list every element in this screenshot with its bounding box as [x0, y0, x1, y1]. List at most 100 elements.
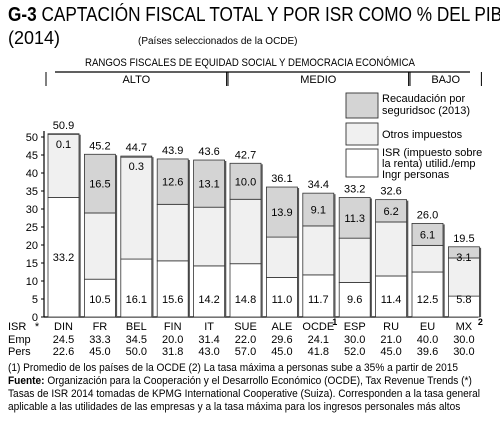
ranges-title: RANGOS FISCALES DE EQUIDAD SOCIAL Y DEMO…: [85, 56, 416, 69]
rate-pers-value: 41.8: [308, 346, 329, 358]
bar-ss-segment: [120, 155, 153, 158]
label-ss-value: 6.2: [383, 206, 398, 218]
note-line-4: aplicable a las utilidades de las empres…: [8, 401, 461, 413]
rate-emp-value: 20.0: [162, 334, 183, 346]
bar-ss-segment: [84, 153, 116, 214]
label-total-value: 42.7: [235, 149, 256, 161]
rate-pers-value: 39.6: [417, 346, 438, 358]
note-source-text: Organización para la Cooperación y el De…: [44, 375, 472, 387]
bar-isr-segment: [375, 275, 408, 318]
legend-swatch: [345, 148, 379, 178]
bar-ss-segment: [265, 186, 298, 238]
note-source-label: Fuente:: [8, 375, 45, 387]
label-ss-value: 0.3: [129, 161, 144, 173]
rate-row-label-isr: ISR: [8, 321, 26, 333]
label-total-value: 45.2: [89, 140, 110, 152]
y-tick-label: 15: [26, 258, 38, 270]
rate-emp-value: 24.1: [308, 334, 329, 346]
label-isr-value: 12.5: [417, 294, 438, 306]
rate-pers-value: 30.0: [453, 346, 474, 358]
label-isr-value: 14.2: [198, 294, 219, 306]
label-ss-value: 3.1: [456, 252, 471, 264]
label-total-value: 32.6: [380, 186, 401, 198]
label-total-value: 43.9: [162, 145, 183, 157]
legend-label-isr-line3: Ingr personas: [382, 169, 450, 181]
label-total-value: 33.2: [344, 183, 365, 195]
category-label: SUE: [234, 321, 257, 333]
bar-ss-segment: [302, 192, 335, 227]
category-label: ESP: [344, 321, 366, 333]
label-isr-value: 10.5: [89, 294, 110, 306]
bar-isr-segment: [84, 278, 116, 318]
chart-year: (2014): [8, 28, 61, 48]
bar-isr-segment: [229, 263, 262, 318]
y-tick-label: 20: [26, 240, 38, 252]
category-superscript: 1: [332, 317, 337, 327]
bar-otros-segment: [338, 237, 371, 283]
label-ss-value: 9.1: [311, 205, 326, 217]
bar-otros-segment: [156, 203, 189, 262]
legend-swatch: [345, 92, 379, 119]
chart-code: G-3: [8, 4, 37, 26]
y-tick-label: 25: [26, 222, 38, 234]
bar-ss-segment: [47, 133, 80, 135]
y-tick-label: 45: [26, 150, 38, 162]
category-label: OCDE: [302, 321, 334, 333]
bar-otros-segment: [411, 244, 444, 273]
rate-emp-value: 40.0: [417, 334, 438, 346]
bar-otros-segment: [84, 212, 116, 280]
label-isr-value: 9.6: [347, 294, 362, 306]
rate-emp-value: 30.0: [453, 334, 474, 346]
y-tick-label: 40: [26, 168, 38, 180]
y-tick-label: 50: [26, 132, 38, 144]
rate-emp-value: 31.4: [198, 334, 219, 346]
bar-ss-segment: [447, 246, 480, 259]
bar-ss-segment: [156, 158, 189, 205]
bar-isr-segment: [156, 260, 189, 318]
rate-emp-value: 33.3: [89, 334, 110, 346]
bar-otros-segment: [120, 156, 153, 260]
label-isr-value: 16.1: [126, 294, 147, 306]
category-label: IT: [204, 321, 214, 333]
bar-isr-segment: [47, 197, 80, 318]
label-isr-value: 33.2: [53, 252, 74, 264]
label-ss-value: 0.1: [56, 139, 71, 151]
chart-notes: (1) Promedio de los países de la OCDE (2…: [8, 362, 480, 414]
label-ss-value: 16.5: [89, 179, 110, 191]
rate-pers-value: 43.0: [198, 346, 219, 358]
chart-title: G-3 CAPTACIÓN FISCAL TOTAL Y POR ISR COM…: [8, 4, 500, 26]
bar-otros-segment: [302, 225, 335, 276]
range-label-bajo: BAJO: [431, 74, 460, 86]
y-tick-label: 0: [32, 312, 38, 324]
rate-pers-value: 45.0: [380, 346, 401, 358]
rate-pers-value: 50.0: [126, 346, 147, 358]
category-prefix: *: [35, 321, 40, 333]
label-ss-value: 13.9: [271, 207, 292, 219]
label-total-value: 34.4: [308, 179, 329, 191]
range-label-medio: MEDIO: [300, 74, 337, 86]
label-total-value: 43.6: [198, 146, 219, 158]
category-label: MX: [456, 321, 473, 333]
y-tick-label: 5: [32, 294, 38, 306]
rate-row-label-pers: Pers: [8, 346, 31, 358]
rate-emp-value: 34.5: [126, 334, 147, 346]
bar-ss-segment: [229, 162, 262, 200]
bar-otros-segment: [447, 257, 480, 297]
rate-pers-value: 52.0: [344, 346, 365, 358]
rate-pers-value: 57.0: [235, 346, 256, 358]
label-isr-value: 5.8: [456, 294, 471, 306]
bar-isr-segment: [411, 271, 444, 318]
bar-ss-segment: [193, 159, 226, 208]
legend-label-otros: Otros impuestos: [382, 129, 463, 141]
bar-otros-segment: [229, 198, 262, 265]
rate-emp-value: 30.0: [344, 334, 365, 346]
rate-pers-value: 45.0: [271, 346, 292, 358]
range-label-alto: ALTO: [122, 74, 150, 86]
legend-label-ss-line2: seguridsoc (2013): [382, 105, 470, 117]
note-line-1: (1) Promedio de los países de la OCDE (2…: [8, 362, 459, 374]
label-isr-value: 11.7: [308, 294, 329, 306]
y-tick-label: 30: [26, 204, 38, 216]
note-source-line: Fuente: Organización para la Cooperación…: [8, 375, 472, 388]
bar-isr-segment: [302, 274, 335, 318]
rate-pers-value: 31.8: [162, 346, 183, 358]
